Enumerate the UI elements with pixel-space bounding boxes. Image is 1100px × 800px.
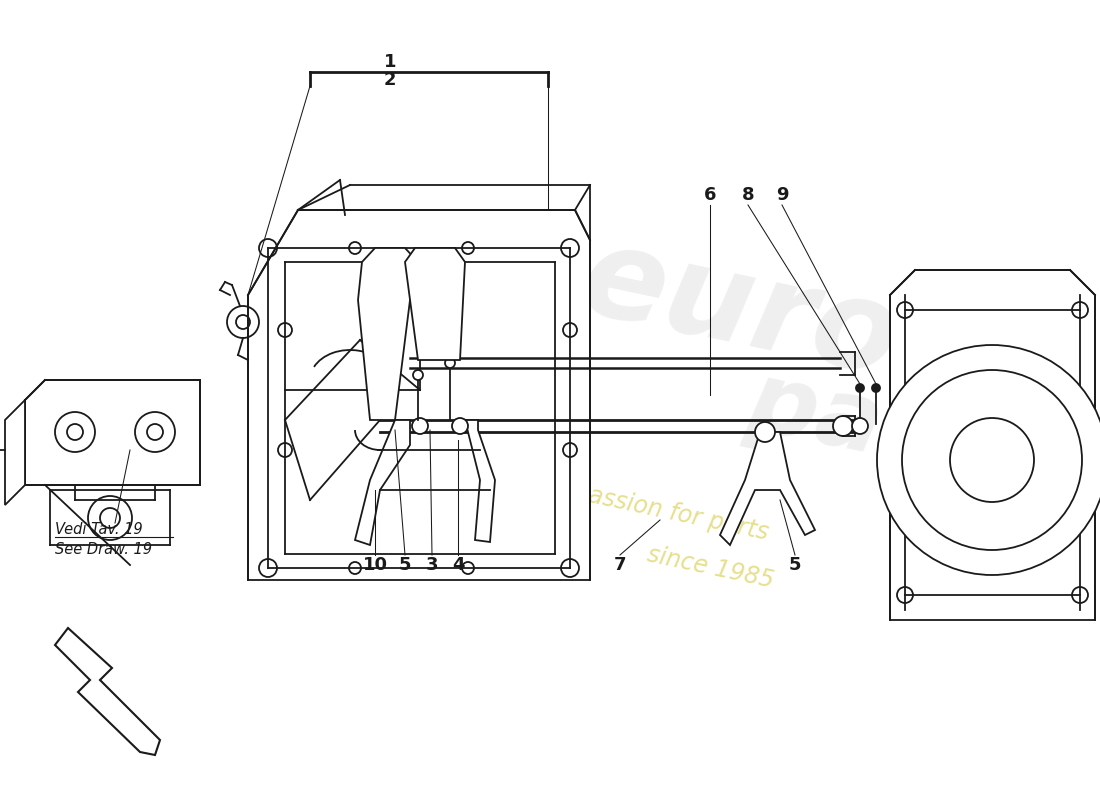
Polygon shape: [890, 270, 1094, 620]
Text: See Draw. 19: See Draw. 19: [55, 542, 152, 558]
Polygon shape: [358, 248, 418, 420]
Circle shape: [452, 418, 468, 434]
Text: 10: 10: [363, 556, 387, 574]
Circle shape: [755, 422, 775, 442]
Polygon shape: [55, 628, 160, 755]
Text: since 1985: since 1985: [645, 543, 775, 593]
Circle shape: [877, 345, 1100, 575]
Text: parts: parts: [739, 354, 1041, 506]
Polygon shape: [465, 420, 495, 542]
Circle shape: [412, 418, 428, 434]
Polygon shape: [248, 210, 590, 580]
Polygon shape: [405, 248, 465, 360]
Text: 5: 5: [398, 556, 411, 574]
Polygon shape: [720, 432, 815, 545]
Circle shape: [833, 416, 853, 436]
Text: euro: euro: [570, 218, 910, 402]
Circle shape: [852, 418, 868, 434]
Text: 9: 9: [776, 186, 789, 204]
Text: Vedi Tav. 19: Vedi Tav. 19: [55, 522, 143, 538]
Polygon shape: [25, 380, 200, 485]
Text: 6: 6: [704, 186, 716, 204]
Text: 7: 7: [614, 556, 626, 574]
Circle shape: [872, 384, 880, 392]
Text: a passion for parts: a passion for parts: [550, 475, 770, 545]
Text: 8: 8: [741, 186, 755, 204]
Text: 5: 5: [789, 556, 801, 574]
Circle shape: [856, 384, 864, 392]
Text: 4: 4: [452, 556, 464, 574]
Circle shape: [446, 358, 455, 368]
Text: 3: 3: [426, 556, 438, 574]
Text: 2: 2: [384, 71, 396, 89]
Circle shape: [412, 370, 424, 380]
Polygon shape: [6, 400, 25, 505]
Polygon shape: [355, 420, 410, 545]
Text: 1: 1: [384, 53, 396, 71]
